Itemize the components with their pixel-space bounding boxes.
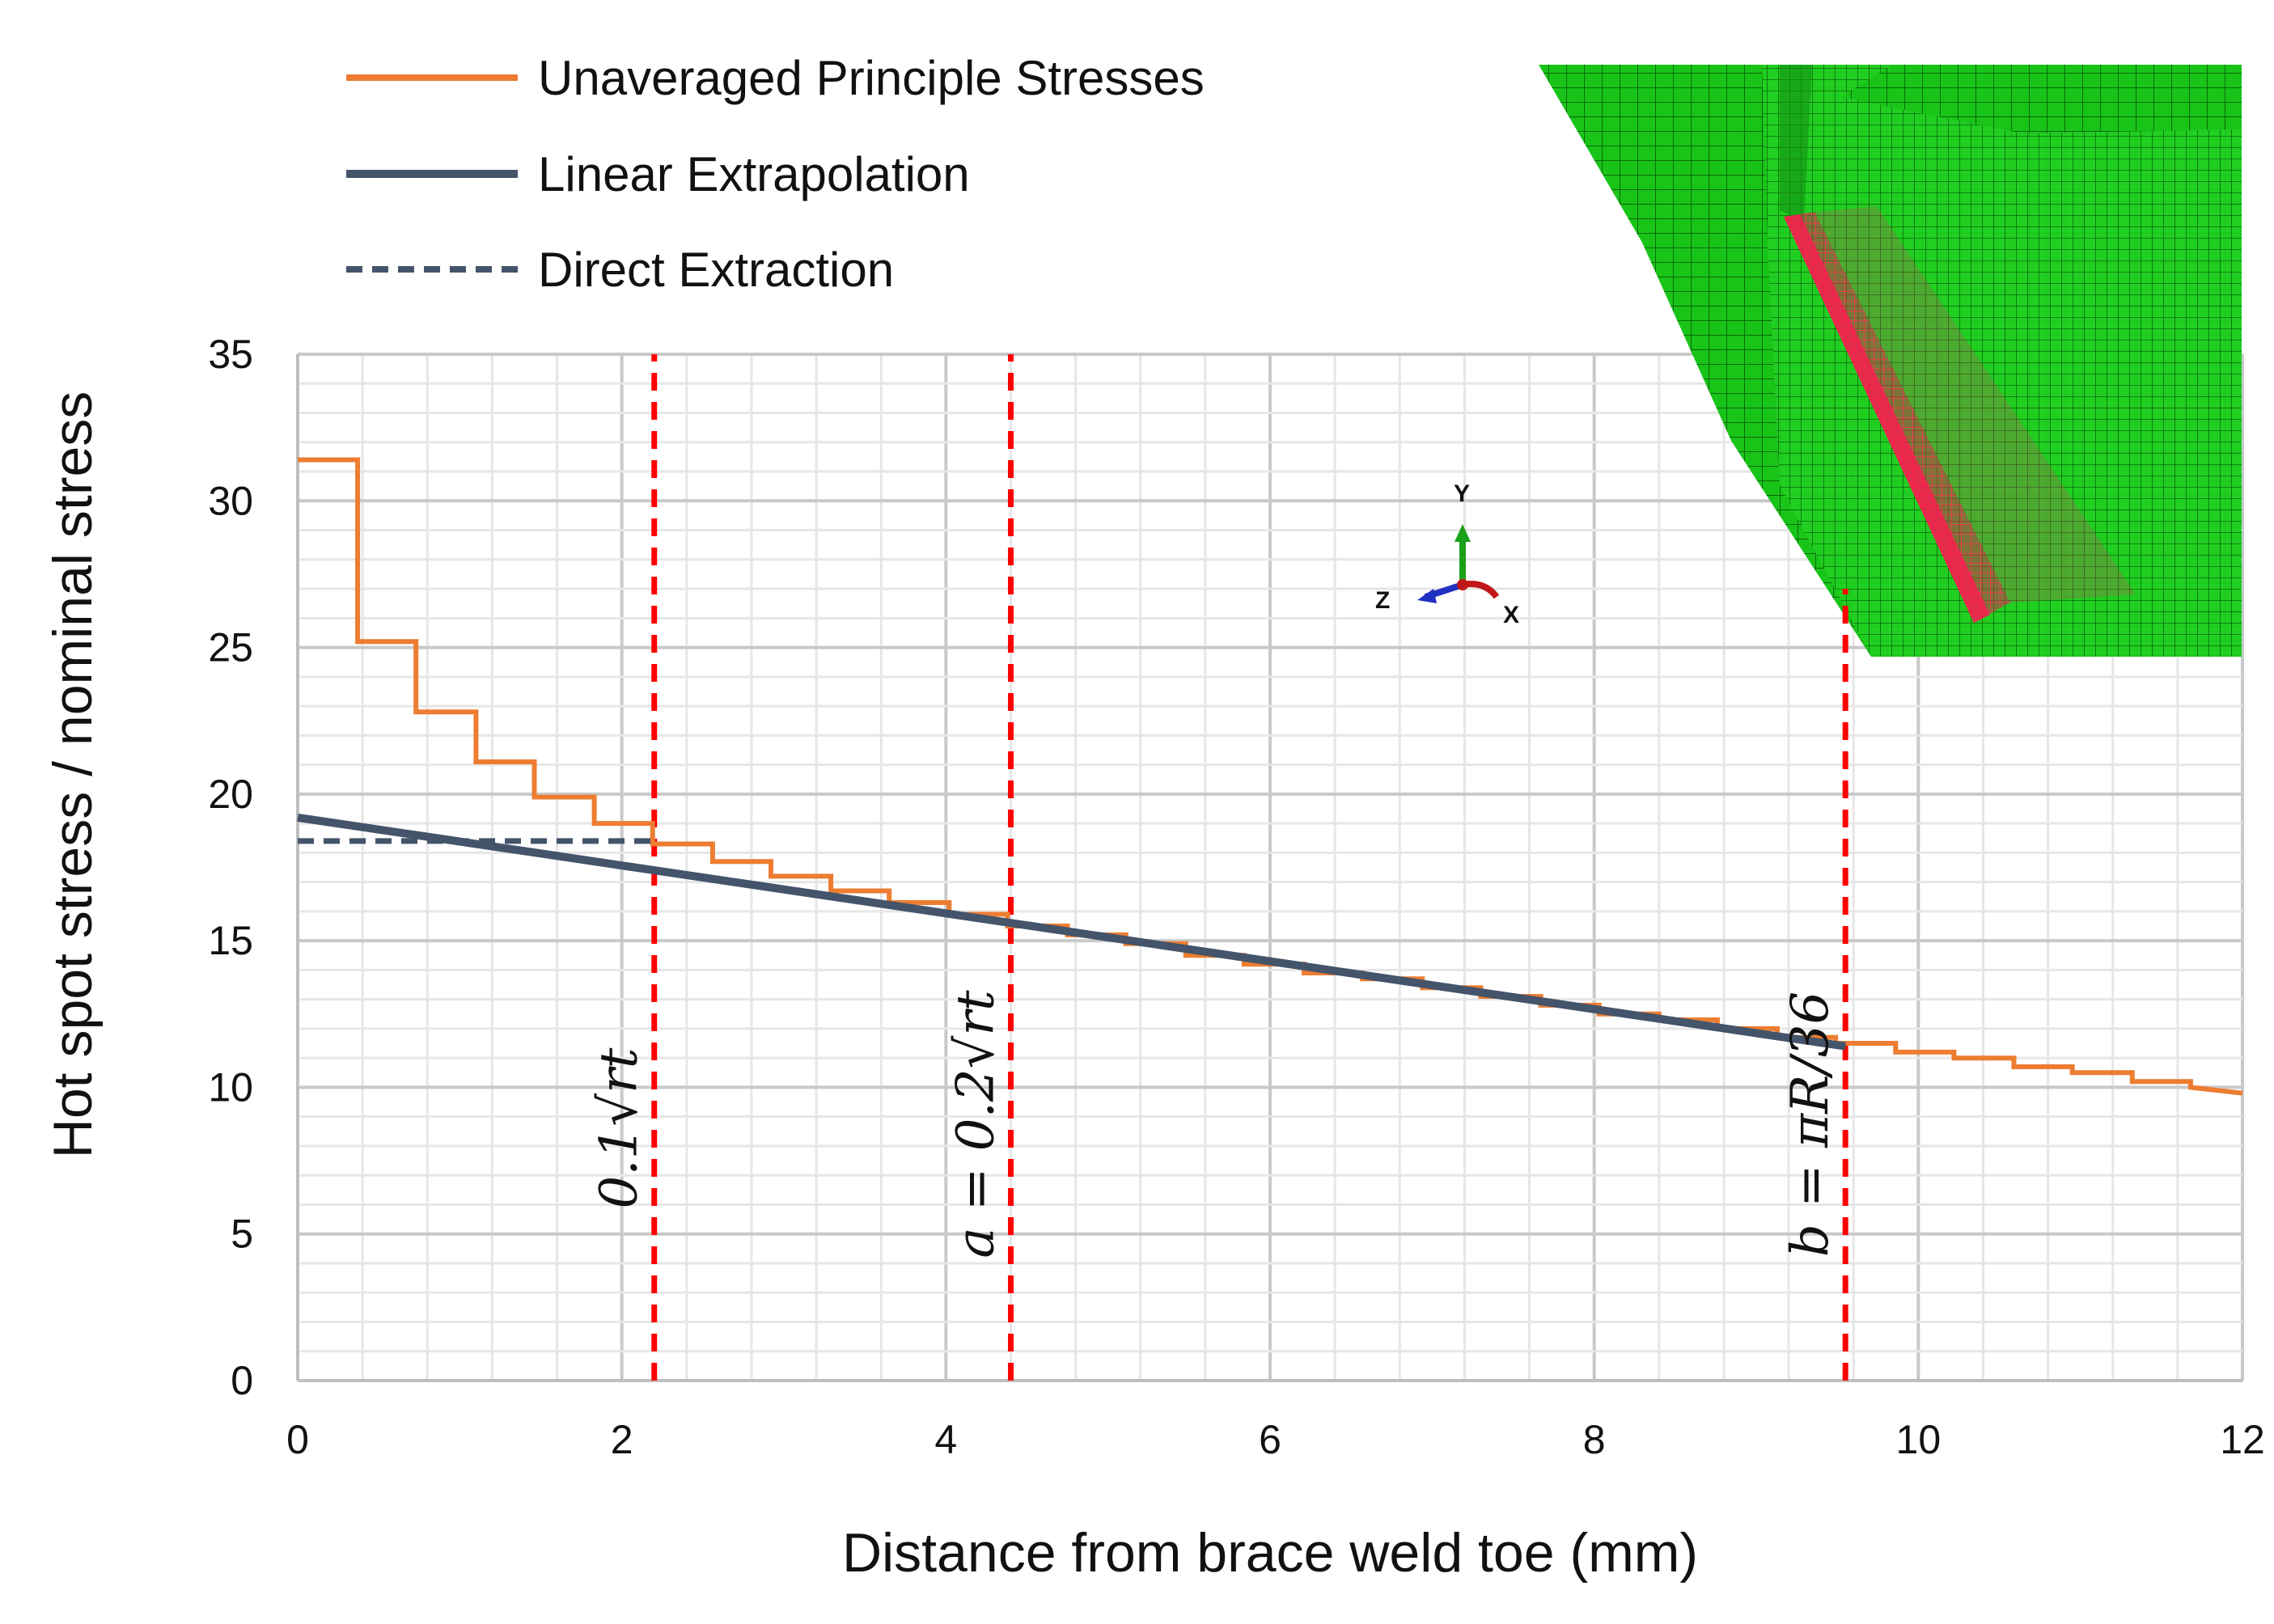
x-tick-label: 0 bbox=[286, 1417, 309, 1462]
reference-lines bbox=[651, 354, 1848, 1381]
x-tick-labels: 0 2 4 6 8 10 12 bbox=[286, 1417, 2265, 1462]
y-tick-label: 25 bbox=[208, 625, 253, 670]
y-tick-label: 5 bbox=[231, 1212, 253, 1257]
x-tick-label: 12 bbox=[2220, 1417, 2265, 1462]
series-line-linear bbox=[297, 813, 1846, 1051]
series-group bbox=[297, 457, 2243, 1096]
y-tick-label: 35 bbox=[208, 332, 253, 377]
x-tick-label: 6 bbox=[1259, 1417, 1281, 1462]
legend: Unaveraged Principle Stresses Linear Ext… bbox=[346, 51, 1205, 297]
reference-line-label: b = πR/36 bbox=[1781, 992, 1840, 1258]
reference-line-label: a = 0.2√rt bbox=[946, 990, 1006, 1258]
y-tick-label: 15 bbox=[208, 918, 253, 963]
legend-label-linear: Linear Extrapolation bbox=[538, 147, 970, 201]
x-axis-title: Distance from brace weld toe (mm) bbox=[842, 1522, 1698, 1584]
triad-x-label: X bbox=[1503, 602, 1519, 628]
triad-y-label: Y bbox=[1454, 480, 1470, 507]
legend-label-unaveraged: Unaveraged Principle Stresses bbox=[538, 51, 1205, 105]
legend-label-direct: Direct Extraction bbox=[538, 243, 894, 297]
reference-line-label: 0.1√rt bbox=[590, 1047, 650, 1208]
y-axis-title: Hot spot stress / nominal stress bbox=[42, 391, 104, 1159]
y-tick-label: 0 bbox=[231, 1358, 253, 1403]
x-tick-label: 10 bbox=[1896, 1417, 1942, 1462]
y-tick-labels: 0 5 10 15 20 25 30 35 bbox=[208, 332, 253, 1403]
y-tick-label: 20 bbox=[208, 772, 253, 817]
fe-mesh-inset-icon bbox=[1539, 65, 2242, 657]
x-tick-label: 2 bbox=[611, 1417, 633, 1462]
y-tick-label: 10 bbox=[208, 1064, 253, 1110]
y-tick-label: 30 bbox=[208, 478, 253, 523]
grid bbox=[296, 353, 2244, 1382]
x-tick-label: 8 bbox=[1583, 1417, 1606, 1462]
reference-line-labels: 0.1√rt a = 0.2√rt b = πR/36 bbox=[590, 990, 1840, 1258]
x-tick-label: 4 bbox=[934, 1417, 957, 1462]
triad-z-label: Z bbox=[1375, 587, 1390, 614]
axis-triad: Y Z X bbox=[1375, 480, 1519, 628]
